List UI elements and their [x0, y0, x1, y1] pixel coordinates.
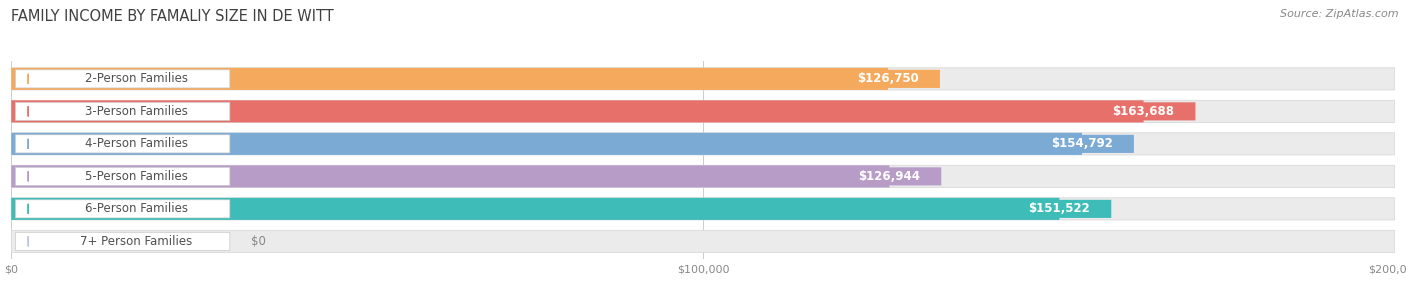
Text: 4-Person Families: 4-Person Families: [84, 137, 188, 150]
FancyBboxPatch shape: [15, 232, 229, 250]
Text: 6-Person Families: 6-Person Families: [84, 203, 188, 215]
FancyBboxPatch shape: [11, 100, 1395, 122]
FancyBboxPatch shape: [11, 68, 1395, 90]
Text: $0: $0: [250, 235, 266, 248]
FancyBboxPatch shape: [11, 230, 1395, 253]
Text: 2-Person Families: 2-Person Families: [84, 72, 188, 85]
FancyBboxPatch shape: [837, 70, 941, 88]
Text: $163,688: $163,688: [1112, 105, 1174, 118]
FancyBboxPatch shape: [15, 200, 229, 218]
FancyBboxPatch shape: [11, 165, 890, 188]
FancyBboxPatch shape: [11, 133, 1395, 155]
Text: $151,522: $151,522: [1029, 203, 1090, 215]
Text: 7+ Person Families: 7+ Person Families: [80, 235, 193, 248]
FancyBboxPatch shape: [15, 167, 229, 185]
FancyBboxPatch shape: [11, 198, 1395, 220]
Text: 3-Person Families: 3-Person Families: [86, 105, 188, 118]
FancyBboxPatch shape: [1031, 135, 1133, 153]
FancyBboxPatch shape: [11, 68, 889, 90]
FancyBboxPatch shape: [11, 133, 1083, 155]
Text: $154,792: $154,792: [1052, 137, 1114, 150]
FancyBboxPatch shape: [15, 70, 229, 88]
Text: $126,750: $126,750: [858, 72, 920, 85]
Text: $126,944: $126,944: [859, 170, 921, 183]
FancyBboxPatch shape: [1008, 200, 1111, 218]
FancyBboxPatch shape: [838, 167, 941, 185]
FancyBboxPatch shape: [15, 102, 229, 120]
Text: FAMILY INCOME BY FAMALIY SIZE IN DE WITT: FAMILY INCOME BY FAMALIY SIZE IN DE WITT: [11, 9, 335, 24]
FancyBboxPatch shape: [11, 198, 1059, 220]
FancyBboxPatch shape: [11, 100, 1143, 122]
FancyBboxPatch shape: [1091, 102, 1195, 120]
FancyBboxPatch shape: [11, 165, 1395, 188]
Text: Source: ZipAtlas.com: Source: ZipAtlas.com: [1281, 9, 1399, 19]
Text: 5-Person Families: 5-Person Families: [86, 170, 188, 183]
FancyBboxPatch shape: [15, 135, 229, 153]
